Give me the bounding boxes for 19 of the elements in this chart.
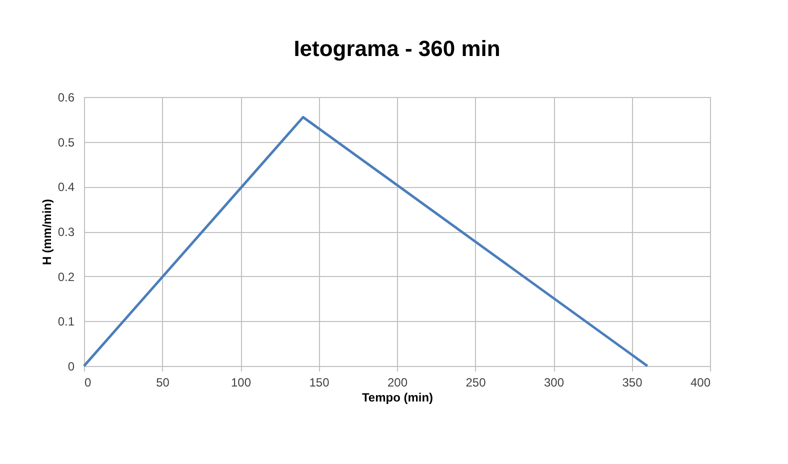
y-tick-label: 0.4 xyxy=(58,180,75,194)
y-tick-label: 0.5 xyxy=(58,135,75,150)
x-tick-label: 0 xyxy=(84,376,92,390)
x-tick-label: 300 xyxy=(544,376,564,390)
x-tick-label: 200 xyxy=(387,376,408,390)
x-tick-label: 100 xyxy=(230,376,252,390)
x-tick-label: 150 xyxy=(309,376,330,390)
x-tick-label: 250 xyxy=(466,376,486,390)
x-tick-label: 50 xyxy=(156,376,170,390)
chart-title: Ietograma - 360 min xyxy=(294,36,500,61)
y-tick-label: 0.3 xyxy=(58,225,75,239)
y-tick-label: 0.1 xyxy=(58,314,75,329)
y-tick-label: 0 xyxy=(68,360,75,374)
y-tick-label: 0.6 xyxy=(58,90,75,104)
y-axis-title: H (mm/min) xyxy=(40,198,54,265)
x-tick-label: 350 xyxy=(622,376,643,390)
y-tick-label: 0.2 xyxy=(58,270,75,284)
x-axis-title: Tempo (min) xyxy=(362,390,434,404)
x-tick-label: 400 xyxy=(690,376,711,390)
